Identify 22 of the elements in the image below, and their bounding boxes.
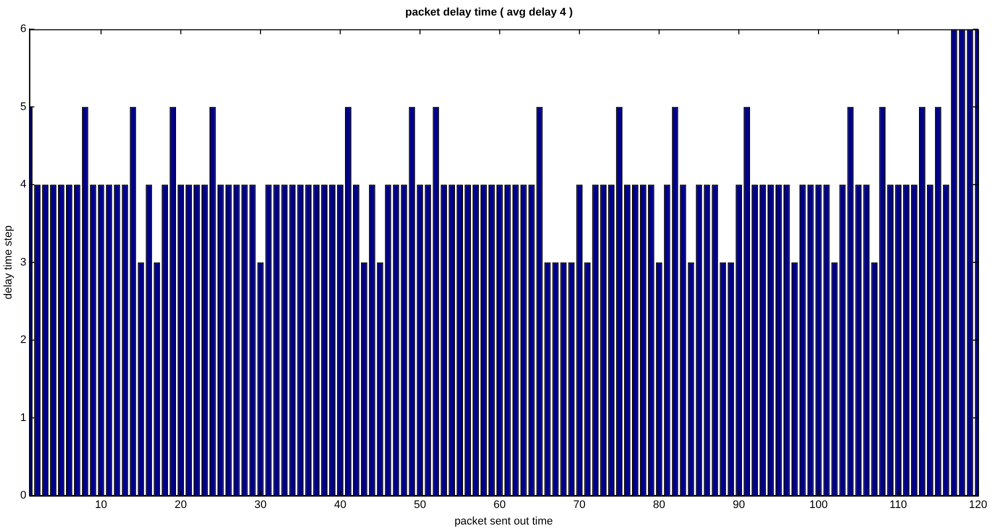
- x-tick-label: 40: [334, 499, 346, 512]
- y-tick-label: 0: [20, 490, 26, 502]
- x-tick-label: 100: [809, 499, 828, 512]
- x-tick-label: 20: [174, 499, 187, 512]
- y-axis-title: delay time step: [2, 225, 15, 300]
- x-tick-label: 30: [254, 499, 267, 512]
- x-tick-label: 60: [494, 499, 506, 512]
- y-tick-label: 6: [20, 23, 26, 36]
- x-tick-label: 70: [573, 499, 586, 512]
- y-tick-label: 3: [20, 256, 26, 268]
- chart-title: packet delay time ( avg delay 4 ): [405, 6, 574, 19]
- y-tick-label: 1: [20, 412, 26, 424]
- x-tick-label: 120: [968, 499, 988, 512]
- x-tick-label: 80: [652, 499, 666, 512]
- y-tick-label: 2: [20, 334, 26, 346]
- y-tick-label: 4: [20, 178, 26, 191]
- x-tick-label: 50: [414, 499, 426, 512]
- x-tick-label: 110: [890, 499, 908, 512]
- x-tick-label: 90: [732, 499, 745, 512]
- y-tick-label: 5: [20, 100, 26, 113]
- x-axis-title: packet sent out time: [454, 515, 553, 528]
- x-tick-label: 10: [94, 499, 108, 512]
